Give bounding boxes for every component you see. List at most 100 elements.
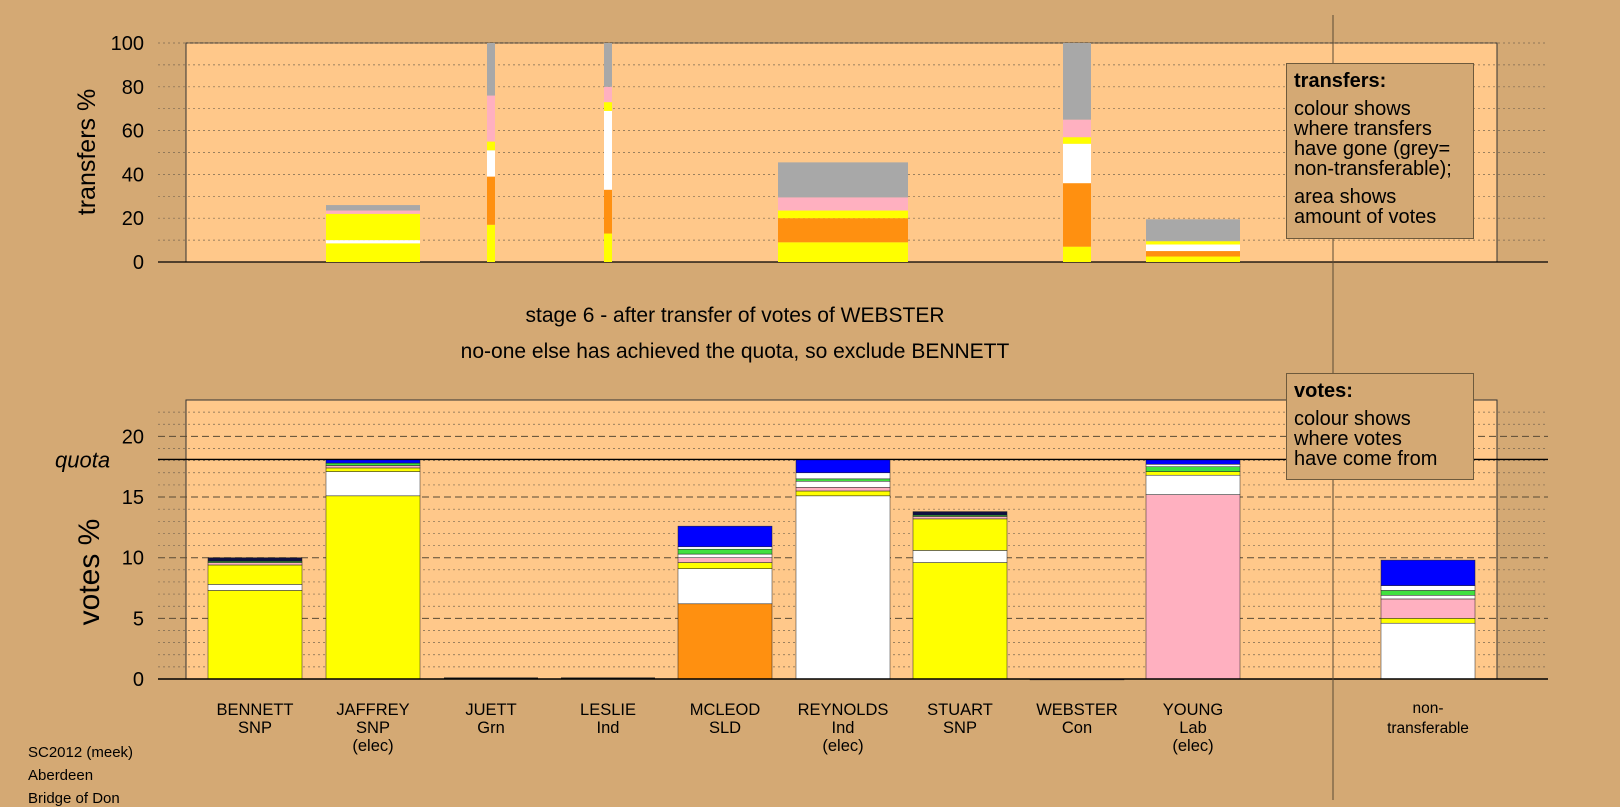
vote-bar-segment bbox=[677, 603, 773, 680]
transfers-y-tick-label: 40 bbox=[122, 164, 144, 186]
vote-bar-segment bbox=[1145, 474, 1241, 495]
votes-y-tick-label: 15 bbox=[122, 487, 144, 509]
nontransferable-label: non- bbox=[1412, 700, 1443, 717]
vote-bar-segment bbox=[677, 548, 773, 555]
transfer-bar-segment bbox=[1063, 43, 1091, 120]
vote-bar-segment bbox=[912, 562, 1008, 680]
quota-label: quota bbox=[55, 447, 110, 472]
votes-y-tick-label: 0 bbox=[133, 669, 144, 691]
votes-y-axis-label: votes % bbox=[73, 519, 106, 626]
transfers-legend-line: amount of votes bbox=[1294, 206, 1437, 228]
votes-y-tick-label: 20 bbox=[122, 426, 144, 448]
candidate-name-label: JAFFREY bbox=[336, 701, 409, 719]
candidate-name-label: LESLIE bbox=[580, 701, 636, 719]
vote-bar-segment bbox=[1145, 471, 1241, 476]
transfer-bar-segment bbox=[1063, 119, 1091, 138]
transfers-legend: transfers: colour shows where transfers … bbox=[1286, 63, 1474, 239]
transfer-bar-segment bbox=[1146, 251, 1240, 257]
vote-bar-segment bbox=[912, 518, 1008, 551]
footer-ward: Bridge of Don bbox=[28, 790, 120, 807]
vote-bar-segment bbox=[325, 465, 421, 469]
transfers-legend-line: have gone (grey= bbox=[1294, 138, 1451, 160]
transfer-bar-segment bbox=[487, 224, 495, 262]
vote-bar-segment bbox=[325, 495, 421, 680]
vote-bar-segment bbox=[677, 525, 773, 548]
transfers-y-tick-label: 80 bbox=[122, 77, 144, 99]
footer-council: Aberdeen bbox=[28, 767, 94, 784]
candidate-name-label: JUETT bbox=[465, 701, 516, 719]
transfer-bar-segment bbox=[1063, 246, 1091, 262]
candidate-party-label: SNP bbox=[238, 719, 272, 737]
vote-bar-segment bbox=[1380, 559, 1476, 586]
votes-legend-line: colour shows bbox=[1294, 408, 1411, 430]
votes-legend-line: where votes bbox=[1294, 428, 1402, 450]
vote-bar-segment bbox=[207, 557, 303, 562]
vote-bar-segment bbox=[677, 557, 773, 563]
transfers-legend-line: where transfers bbox=[1294, 118, 1432, 140]
nontransferable-label: transferable bbox=[1387, 720, 1469, 737]
candidate-party-label: SNP bbox=[356, 719, 390, 737]
transfers-y-tick-label: 100 bbox=[111, 33, 144, 55]
transfer-bar-segment bbox=[487, 43, 495, 96]
transfer-bar-segment bbox=[778, 218, 908, 243]
votes-legend-line: have come from bbox=[1294, 448, 1438, 470]
candidate-elected-label: (elec) bbox=[822, 737, 863, 755]
candidate-name-label: MCLEOD bbox=[690, 701, 761, 719]
stage-caption: stage 6 - after transfer of votes of WEB… bbox=[525, 304, 945, 327]
transfer-bar-segment bbox=[326, 240, 420, 244]
vote-bar-segment bbox=[795, 490, 891, 497]
transfer-bar-segment bbox=[487, 176, 495, 225]
vote-bar-segment bbox=[795, 481, 891, 488]
transfer-bar-segment bbox=[326, 210, 420, 214]
transfer-bar-segment bbox=[604, 86, 612, 103]
transfer-bar-segment bbox=[326, 243, 420, 262]
exclusion-caption: no-one else has achieved the quota, so e… bbox=[460, 340, 1010, 363]
transfer-bar-segment bbox=[604, 110, 612, 190]
transfer-bar-segment bbox=[778, 162, 908, 198]
vote-bar-segment bbox=[795, 495, 891, 680]
vote-bar-segment bbox=[1380, 622, 1476, 680]
vote-bar-segment bbox=[1145, 464, 1241, 467]
transfers-legend-line: non-transferable); bbox=[1294, 158, 1452, 180]
vote-bar-segment bbox=[1380, 585, 1476, 591]
vote-bar-segment bbox=[677, 568, 773, 605]
transfer-bar-segment bbox=[604, 43, 612, 87]
vote-bar-segment bbox=[325, 462, 421, 466]
footer-source: SC2012 (meek) bbox=[28, 744, 134, 761]
candidate-party-label: Ind bbox=[832, 719, 855, 737]
transfer-bar-segment bbox=[1063, 183, 1091, 247]
candidate-name-label: YOUNG bbox=[1163, 701, 1224, 719]
transfer-bar-segment bbox=[487, 150, 495, 177]
votes-legend: votes: colour shows where votes have com… bbox=[1286, 373, 1474, 480]
candidate-party-label: Lab bbox=[1179, 719, 1207, 737]
vote-bar-segment bbox=[912, 511, 1008, 516]
vote-bar-segment bbox=[795, 472, 891, 480]
candidate-name-label: REYNOLDS bbox=[798, 701, 889, 719]
transfer-bar-segment bbox=[326, 205, 420, 211]
candidate-party-label: Grn bbox=[477, 719, 505, 737]
vote-bar-segment bbox=[1380, 598, 1476, 619]
transfers-y-axis-label: transfers % bbox=[73, 89, 101, 215]
vote-bar-segment bbox=[677, 562, 773, 569]
vote-bar-segment bbox=[1380, 595, 1476, 600]
transfer-bar-segment bbox=[604, 233, 612, 262]
vote-bar-segment bbox=[1145, 459, 1241, 465]
candidate-elected-label: (elec) bbox=[1172, 737, 1213, 755]
transfer-bar-segment bbox=[1146, 219, 1240, 242]
vote-bar-segment bbox=[795, 487, 891, 492]
votes-legend-title: votes: bbox=[1294, 380, 1353, 402]
transfer-bar-segment bbox=[604, 102, 612, 111]
transfers-legend-line: colour shows bbox=[1294, 98, 1411, 120]
candidate-name-label: BENNETT bbox=[216, 701, 293, 719]
vote-bar-segment bbox=[677, 553, 773, 558]
vote-bar-segment bbox=[1380, 590, 1476, 596]
vote-bar-segment bbox=[912, 550, 1008, 563]
vote-bar-segment bbox=[912, 516, 1008, 520]
vote-bar-segment bbox=[795, 478, 891, 482]
votes-y-tick-label: 5 bbox=[133, 608, 144, 630]
transfer-bar-segment bbox=[487, 141, 495, 151]
transfer-bar-segment bbox=[778, 197, 908, 211]
transfer-bar-segment bbox=[1146, 244, 1240, 252]
